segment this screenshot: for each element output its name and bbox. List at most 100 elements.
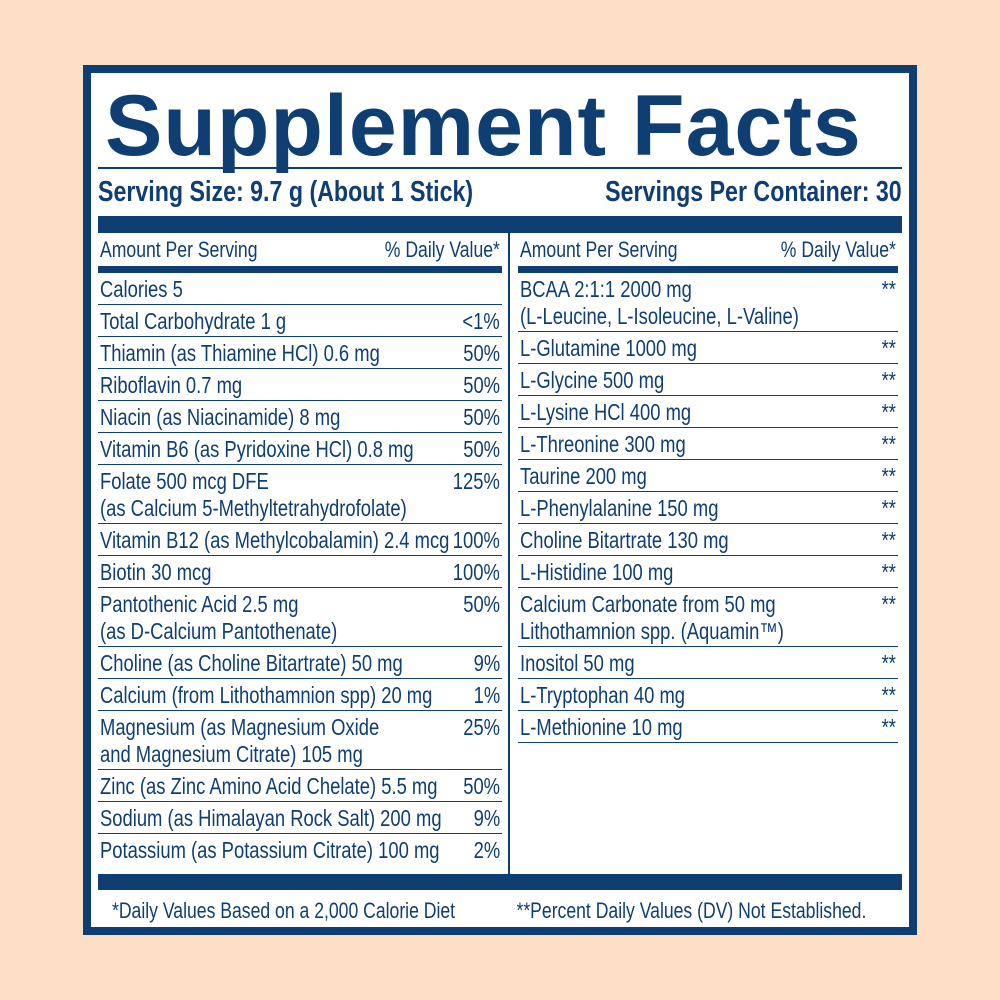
nutrient-source: and Magnesium Citrate) 105 mg <box>100 741 363 767</box>
daily-value: ** <box>881 495 896 521</box>
nutrient-row: Vitamin B12 (as Methylcobalamin) 2.4 mcg… <box>98 524 502 556</box>
nutrient-name: L-Tryptophan 40 mg <box>520 682 686 708</box>
daily-value: 1% <box>473 682 500 708</box>
nutrient-columns: Amount Per Serving % Daily Value* Calori… <box>98 233 902 874</box>
daily-value: 9% <box>473 805 500 831</box>
nutrient-name: Zinc (as Zinc Amino Acid Chelate) 5.5 mg <box>100 773 438 799</box>
footnotes: *Daily Values Based on a 2,000 Calorie D… <box>98 896 902 926</box>
daily-value: ** <box>881 682 896 708</box>
nutrient-row: L-Lysine HCl 400 mg ** <box>518 396 898 428</box>
nutrient-name: L-Glutamine 1000 mg <box>520 335 697 361</box>
left-column: Amount Per Serving % Daily Value* Calori… <box>98 233 502 874</box>
nutrient-row: Folate 500 mcg DFE (as Calcium 5-Methylte… <box>98 465 502 524</box>
nutrient-name-wrap: L-Lysine HCl 400 mg <box>518 399 898 426</box>
nutrient-row: Choline Bitartrate 130 mg ** <box>518 524 898 556</box>
nutrient-row: Potassium (as Potassium Citrate) 100 mg 2… <box>98 834 502 865</box>
nutrient-row: Choline (as Choline Bitartrate) 50 mg 9% <box>98 647 502 679</box>
nutrient-name-wrap: Calories 5 <box>98 276 502 303</box>
daily-value: ** <box>881 335 896 361</box>
daily-value: ** <box>881 276 896 302</box>
nutrient-row: Inositol 50 mg ** <box>518 647 898 679</box>
nutrient-name-wrap: Lithothamnion spp. (Aquamin™) <box>518 618 898 645</box>
nutrient-name: Thiamin (as Thiamine HCl) 0.6 mg <box>100 340 380 366</box>
nutrient-row: Vitamin B6 (as Pyridoxine HCl) 0.8 mg 50% <box>98 433 502 465</box>
nutrient-row: L-Methionine 10 mg ** <box>518 711 898 743</box>
nutrient-row: Zinc (as Zinc Amino Acid Chelate) 5.5 mg… <box>98 770 502 802</box>
nutrient-row: L-Glycine 500 mg ** <box>518 364 898 396</box>
nutrient-name-wrap: Pantothenic Acid 2.5 mg <box>98 591 502 618</box>
nutrient-name-wrap: Choline Bitartrate 130 mg <box>518 527 898 554</box>
nutrient-name-wrap: (as Calcium 5-Methyltetrahydrofolate) <box>98 495 502 522</box>
nutrient-row: Calcium (from Lithothamnion spp) 20 mg 1% <box>98 679 502 711</box>
nutrient-name: Sodium (as Himalayan Rock Salt) 200 mg <box>100 805 442 831</box>
daily-value: ** <box>881 559 896 585</box>
nutrient-name-wrap: Folate 500 mcg DFE <box>98 468 502 495</box>
nutrient-name-wrap: Thiamin (as Thiamine HCl) 0.6 mg <box>98 340 502 367</box>
daily-value: 50% <box>463 372 500 398</box>
serving-info: Serving Size: 9.7 g (About 1 Stick) Serv… <box>98 173 902 211</box>
nutrient-name-wrap: Calcium Carbonate from 50 mg <box>518 591 898 618</box>
daily-value: 100% <box>452 559 500 585</box>
daily-value: 9% <box>473 650 500 676</box>
right-column: Amount Per Serving % Daily Value* BCAA 2… <box>518 233 898 874</box>
nutrient-name: Calcium Carbonate from 50 mg <box>520 591 776 617</box>
nutrient-row: Pantothenic Acid 2.5 mg (as D-Calcium Pan… <box>98 588 502 647</box>
daily-value: <1% <box>462 308 500 334</box>
nutrient-row: Calcium Carbonate from 50 mg Lithothamnio… <box>518 588 898 647</box>
nutrient-name-wrap: Sodium (as Himalayan Rock Salt) 200 mg <box>98 805 502 832</box>
nutrient-name-wrap: L-Phenylalanine 150 mg <box>518 495 898 522</box>
nutrient-name-wrap: Inositol 50 mg <box>518 650 898 677</box>
nutrient-name: Magnesium (as Magnesium Oxide <box>100 714 380 740</box>
nutrient-name: Vitamin B6 (as Pyridoxine HCl) 0.8 mg <box>100 436 414 462</box>
daily-value: 125% <box>452 468 500 494</box>
nutrient-row: Riboflavin 0.7 mg 50% <box>98 369 502 401</box>
daily-value-label: % Daily Value* <box>780 237 896 262</box>
nutrient-name: Folate 500 mcg DFE <box>100 468 269 494</box>
daily-value: ** <box>881 399 896 425</box>
nutrient-row: Niacin (as Niacinamide) 8 mg 50% <box>98 401 502 433</box>
nutrient-name: L-Lysine HCl 400 mg <box>520 399 692 425</box>
daily-value: ** <box>881 591 896 617</box>
nutrient-row: Taurine 200 mg ** <box>518 460 898 492</box>
nutrient-row: L-Threonine 300 mg ** <box>518 428 898 460</box>
nutrient-name-wrap: L-Glutamine 1000 mg <box>518 335 898 362</box>
nutrient-row: Calories 5 <box>98 273 502 305</box>
nutrient-name: Riboflavin 0.7 mg <box>100 372 243 398</box>
nutrient-name: L-Methionine 10 mg <box>520 714 683 740</box>
daily-value: 50% <box>463 591 500 617</box>
nutrient-name-wrap: (as D-Calcium Pantothenate) <box>98 618 502 645</box>
nutrient-name-wrap: L-Methionine 10 mg <box>518 714 898 741</box>
column-divider <box>508 233 510 874</box>
daily-value-label: % Daily Value* <box>384 237 500 262</box>
servings-per-container: Servings Per Container: 30 <box>605 176 902 208</box>
nutrient-row: Thiamin (as Thiamine HCl) 0.6 mg 50% <box>98 337 502 369</box>
nutrient-name: L-Threonine 300 mg <box>520 431 686 457</box>
nutrient-row: Magnesium (as Magnesium Oxide and Magnesi… <box>98 711 502 770</box>
daily-value: 50% <box>463 404 500 430</box>
nutrient-name-wrap: Calcium (from Lithothamnion spp) 20 mg <box>98 682 502 709</box>
nutrient-row: Sodium (as Himalayan Rock Salt) 200 mg 9% <box>98 802 502 834</box>
nutrient-row: Total Carbohydrate 1 g <1% <box>98 305 502 337</box>
daily-value: ** <box>881 463 896 489</box>
nutrient-source: (as D-Calcium Pantothenate) <box>100 618 338 644</box>
nutrient-row: BCAA 2:1:1 2000 mg (L-Leucine, L-Isoleuci… <box>518 273 898 332</box>
nutrient-row: L-Histidine 100 mg ** <box>518 556 898 588</box>
nutrient-name: BCAA 2:1:1 2000 mg <box>520 276 692 302</box>
nutrient-name-wrap: and Magnesium Citrate) 105 mg <box>98 741 502 768</box>
daily-value: ** <box>881 431 896 457</box>
nutrient-name: Total Carbohydrate 1 g <box>100 308 287 334</box>
nutrient-name-wrap: Choline (as Choline Bitartrate) 50 mg <box>98 650 502 677</box>
column-header: Amount Per Serving % Daily Value* <box>518 233 898 273</box>
nutrient-name-wrap: Potassium (as Potassium Citrate) 100 mg <box>98 837 502 864</box>
nutrient-name-wrap: Vitamin B6 (as Pyridoxine HCl) 0.8 mg <box>98 436 502 463</box>
nutrient-name-wrap: L-Glycine 500 mg <box>518 367 898 394</box>
nutrient-name-wrap: BCAA 2:1:1 2000 mg <box>518 276 898 303</box>
nutrient-name: Biotin 30 mcg <box>100 559 212 585</box>
nutrient-source: Lithothamnion spp. (Aquamin™) <box>520 618 784 644</box>
nutrient-name: L-Histidine 100 mg <box>520 559 674 585</box>
amount-per-serving-label: Amount Per Serving <box>100 237 258 262</box>
daily-value: 25% <box>463 714 500 740</box>
daily-value: 50% <box>463 436 500 462</box>
daily-value: 50% <box>463 773 500 799</box>
nutrient-name: Vitamin B12 (as Methylcobalamin) 2.4 mcg <box>100 527 450 553</box>
